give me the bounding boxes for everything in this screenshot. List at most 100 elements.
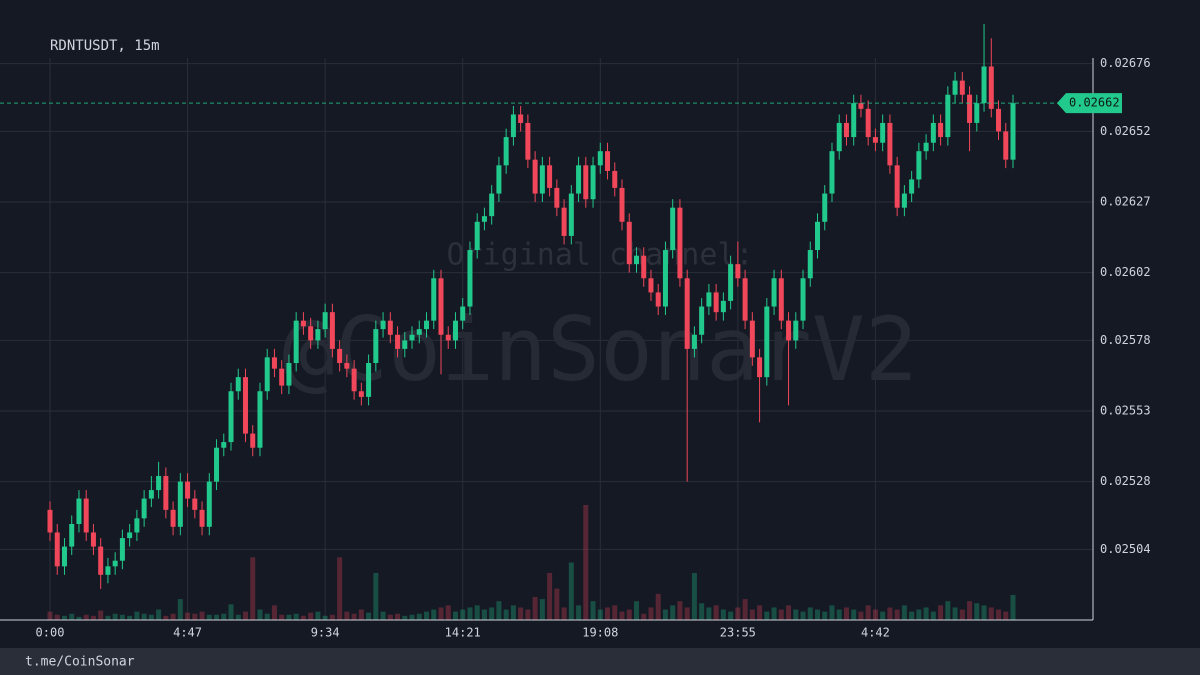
volume-bar [76, 616, 82, 620]
candle-body [901, 193, 907, 208]
volume-bar [894, 609, 900, 620]
volume-bar [380, 611, 386, 620]
volume-bar [807, 607, 813, 620]
candle-body [242, 377, 248, 434]
candle-body [974, 103, 980, 123]
y-tick-label: 0.02504 [1100, 542, 1151, 556]
candle-body [532, 159, 538, 194]
grid [0, 58, 1093, 620]
volume-bar [568, 562, 574, 620]
volume-bar [112, 613, 118, 620]
volume-bar [764, 611, 770, 620]
volume-bar [481, 609, 487, 620]
volume-bar [843, 607, 849, 620]
volume-bar [554, 588, 560, 620]
volume-bar [539, 599, 545, 620]
candle-body [387, 320, 393, 335]
volume-bar [677, 601, 683, 620]
candle-body [959, 80, 965, 95]
candle-body [952, 80, 958, 95]
volume-bar [141, 613, 147, 620]
candle-body [344, 363, 350, 369]
candle-body [380, 320, 386, 330]
candle-body [170, 509, 176, 527]
volume-bar [90, 615, 96, 620]
candle-body [185, 481, 191, 499]
candle-body [402, 340, 408, 349]
volume-bar [706, 607, 712, 620]
volume-bar [170, 613, 176, 620]
candle-body [815, 221, 821, 251]
candle-body [597, 151, 603, 166]
volume-bar [221, 613, 227, 620]
volume-bar [757, 605, 763, 620]
candle-body [829, 151, 835, 194]
volume-bar [127, 615, 133, 620]
volume-bar [786, 605, 792, 620]
x-tick-label: 4:42 [861, 626, 890, 640]
y-tick-label: 0.02602 [1100, 265, 1151, 279]
candle-layer [0, 24, 1093, 589]
volume-bar [134, 611, 140, 620]
volume-bar [329, 614, 335, 620]
candle-body [996, 108, 1002, 132]
candle-body [54, 532, 60, 567]
volume-bar [749, 609, 755, 620]
candle-body [633, 255, 639, 265]
volume-bar [373, 572, 379, 620]
candle-body [677, 207, 683, 279]
candle-body [590, 165, 596, 200]
volume-bar [119, 614, 125, 620]
candle-body [843, 122, 849, 138]
candle-body [156, 475, 162, 491]
candle-body [916, 151, 922, 180]
candle-body [518, 114, 524, 123]
candle-body [148, 490, 154, 499]
candle-body [460, 306, 466, 321]
candle-body [127, 532, 133, 539]
volume-bar [300, 615, 306, 620]
volume-bar [945, 601, 951, 620]
volume-bar [547, 572, 553, 620]
candle-body [496, 165, 502, 194]
volume-bar [467, 607, 473, 620]
candle-body [235, 377, 241, 392]
candle-body [90, 532, 96, 547]
candle-body [858, 103, 864, 109]
candle-body [163, 475, 169, 510]
x-tick-label: 19:08 [582, 626, 618, 640]
candle-body [199, 509, 205, 527]
volume-bar [518, 607, 524, 620]
candle-body [648, 278, 654, 293]
candle-body [286, 363, 292, 386]
candle-body [112, 560, 118, 567]
volume-bar [271, 605, 277, 620]
volume-bar [633, 601, 639, 620]
candle-body [358, 391, 364, 397]
candle-body [749, 320, 755, 358]
candle-body [800, 278, 806, 321]
candle-body [445, 334, 451, 341]
volume-bar [474, 605, 480, 620]
volume-bar [503, 609, 509, 620]
last-price-tag [1057, 93, 1122, 114]
candle-body [851, 103, 857, 138]
volume-bar [612, 605, 618, 620]
candle-body [554, 187, 560, 208]
volume-bar [938, 605, 944, 620]
candle-body [61, 546, 67, 567]
volume-bar [713, 605, 719, 620]
candle-body [416, 329, 422, 335]
volume-bar [279, 614, 285, 620]
candle-body [510, 114, 516, 138]
volume-bar [872, 609, 878, 620]
candle-body [119, 538, 125, 561]
y-tick-label: 0.02528 [1100, 474, 1151, 488]
volume-bar [930, 611, 936, 620]
candle-body [988, 66, 994, 109]
candle-body [481, 216, 487, 222]
volume-bar [206, 614, 212, 620]
volume-bar [967, 601, 973, 620]
volume-bar [431, 609, 437, 620]
volume-bar [829, 605, 835, 620]
